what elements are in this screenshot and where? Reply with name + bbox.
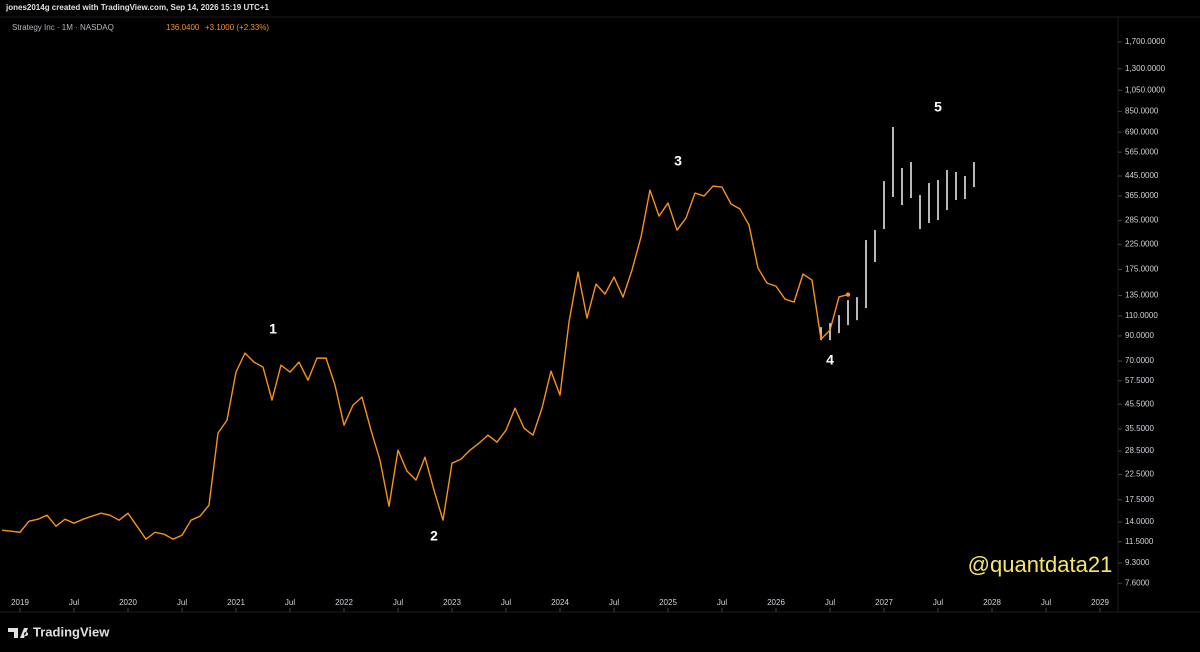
y-tick-label: 9.3000 [1125,558,1150,567]
x-tick-label: Jul [1041,598,1051,607]
x-tick-label: 2019 [11,598,29,607]
y-tick-label: 850.0000 [1125,106,1159,115]
y-tick-label: 285.0000 [1125,216,1159,225]
x-tick-label: Jul [393,598,403,607]
wave-label: 1 [269,321,277,337]
footer-logo [8,628,29,638]
x-tick-label: Jul [501,598,511,607]
watermark: @quantdata21 [968,552,1113,577]
y-tick-label: 22.5000 [1125,470,1154,479]
y-tick-label: 110.0000 [1125,311,1158,320]
y-tick-label: 690.0000 [1125,127,1159,136]
last-price: 136.0400 [166,23,200,32]
y-tick-label: 17.5000 [1125,495,1154,504]
x-tick-label: 2025 [659,598,677,607]
symbol: Strategy Inc · 1M · NASDAQ [12,23,114,32]
wave-label: 2 [430,528,438,544]
y-tick-label: 90.0000 [1125,331,1154,340]
x-tick-label: 2028 [983,598,1001,607]
y-tick-label: 35.5000 [1125,424,1154,433]
x-tick-label: Jul [177,598,187,607]
x-tick-label: 2020 [119,598,137,607]
x-tick-label: 2023 [443,598,461,607]
x-tick-label: Jul [69,598,79,607]
y-tick-label: 70.0000 [1125,356,1154,365]
x-tick-label: Jul [717,598,727,607]
wave-label: 3 [674,153,682,169]
x-tick-label: Jul [933,598,943,607]
y-tick-label: 565.0000 [1125,147,1159,156]
x-tick-label: 2026 [767,598,785,607]
y-tick-label: 11.5000 [1125,537,1154,546]
footer-brand: TradingView [33,624,110,639]
x-tick-label: Jul [825,598,835,607]
y-tick-label: 135.0000 [1125,290,1159,299]
x-tick-label: 2021 [227,598,245,607]
x-tick-label: 2027 [875,598,893,607]
y-tick-label: 1,700.0000 [1125,37,1166,46]
y-tick-label: 365.0000 [1125,191,1159,200]
y-tick-label: 1,300.0000 [1125,64,1166,73]
y-tick-label: 1,050.0000 [1125,85,1166,94]
price-line [1,185,849,540]
wave-label: 4 [826,352,834,368]
y-tick-label: 28.5000 [1125,446,1154,455]
y-tick-label: 175.0000 [1125,265,1159,274]
y-tick-label: 14.0000 [1125,517,1154,526]
wave-label: 5 [934,99,942,115]
y-tick-label: 7.6000 [1125,578,1150,587]
price-change: +3.1000 (+2.33%) [205,23,269,32]
y-tick-label: 45.5000 [1125,399,1154,408]
last-point [845,292,851,297]
x-tick-label: 2022 [335,598,353,607]
x-tick-label: 2024 [551,598,569,607]
y-tick-label: 225.0000 [1125,239,1159,248]
y-tick-label: 445.0000 [1125,171,1159,180]
x-tick-label: Jul [285,598,295,607]
x-tick-label: 2029 [1091,598,1109,607]
header: jones2014g created with TradingView.com,… [5,3,270,12]
x-tick-label: Jul [609,598,619,607]
y-tick-label: 57.5000 [1125,376,1154,385]
